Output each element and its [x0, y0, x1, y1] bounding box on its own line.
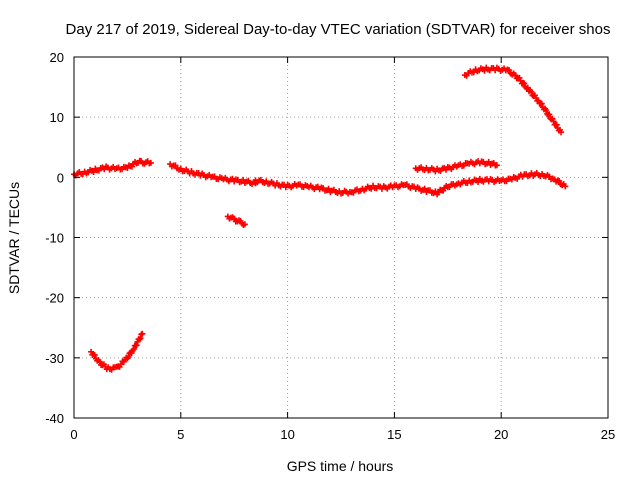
y-tick-label: -10 [45, 231, 64, 246]
grid-lines [74, 57, 608, 418]
series-arc-7 [461, 64, 565, 136]
x-tick-label: 20 [494, 427, 508, 442]
data-point [139, 330, 146, 337]
y-tick-label: 0 [57, 170, 64, 185]
data-point [241, 221, 248, 228]
data-point [475, 179, 482, 186]
data-point [90, 169, 97, 176]
data-point [556, 177, 563, 184]
data-point [558, 129, 565, 136]
y-tick-label: 20 [50, 50, 64, 65]
series-arc-1 [71, 157, 154, 179]
data-point [421, 185, 428, 192]
data-point [562, 183, 569, 190]
y-axis-title: SDTVAR / TECUs [6, 182, 22, 294]
data-point [240, 176, 247, 183]
data-point [325, 185, 332, 192]
data-point [137, 335, 144, 342]
series-arc-6 [412, 158, 500, 175]
data-point [481, 67, 488, 74]
data-point [125, 353, 132, 360]
y-tick-label: -40 [45, 411, 64, 426]
series-arc-2 [88, 330, 146, 373]
data-point [512, 72, 519, 79]
data-point [432, 188, 439, 195]
x-tick-label: 15 [387, 427, 401, 442]
x-tick-label: 10 [280, 427, 294, 442]
data-point [521, 80, 528, 87]
series-arc-5 [252, 170, 569, 198]
data-point [130, 346, 137, 353]
data-point [506, 67, 513, 74]
data-points [71, 64, 569, 373]
data-point [516, 74, 523, 81]
data-point [493, 162, 500, 169]
x-tick-label: 5 [177, 427, 184, 442]
data-point [553, 121, 560, 128]
data-point [546, 111, 553, 118]
axis-ticks: 0 5 10 15 20 25 -40 -30 -20 -10 0 10 20 [45, 50, 615, 442]
data-point [91, 352, 98, 359]
y-tick-label: -20 [45, 291, 64, 306]
x-tick-label: 25 [601, 427, 615, 442]
data-point [485, 158, 492, 165]
x-tick-label: 0 [70, 427, 77, 442]
y-tick-label: -30 [45, 351, 64, 366]
data-point [528, 88, 535, 95]
chart-title: Day 217 of 2019, Sidereal Day-to-day VTE… [66, 21, 611, 38]
data-point [550, 118, 557, 125]
data-point [133, 342, 140, 349]
data-point [96, 358, 103, 365]
data-point [538, 100, 545, 107]
data-point [172, 162, 179, 169]
data-point [368, 185, 375, 192]
data-point [147, 159, 154, 166]
y-tick-label: 10 [50, 110, 64, 125]
x-axis-title: GPS time / hours [287, 458, 394, 474]
series-arc-3 [167, 161, 259, 188]
data-point [543, 107, 550, 114]
series-arc-4 [224, 213, 248, 228]
